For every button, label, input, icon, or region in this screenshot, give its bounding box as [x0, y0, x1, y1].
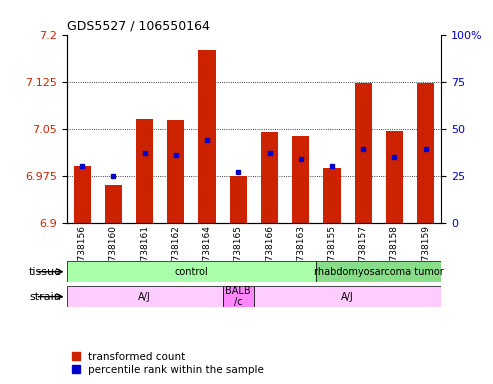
Bar	[354, 83, 372, 223]
Text: GDS5527 / 106550164: GDS5527 / 106550164	[67, 19, 210, 32]
Legend: transformed count, percentile rank within the sample: transformed count, percentile rank withi…	[72, 352, 264, 375]
Bar	[105, 185, 122, 223]
Bar	[261, 132, 278, 223]
Text: BALB
/c: BALB /c	[225, 286, 251, 308]
Bar	[292, 136, 309, 223]
Bar	[67, 261, 317, 282]
Text: A/J: A/J	[138, 291, 151, 302]
Bar	[230, 176, 247, 223]
Text: control: control	[175, 266, 209, 277]
Text: tissue: tissue	[29, 266, 62, 277]
Bar	[167, 121, 184, 223]
Bar	[254, 286, 441, 307]
Text: rhabdomyosarcoma tumor: rhabdomyosarcoma tumor	[314, 266, 444, 277]
Bar	[386, 131, 403, 223]
Bar	[73, 166, 91, 223]
Bar	[417, 83, 434, 223]
Bar	[223, 286, 254, 307]
Bar	[317, 261, 441, 282]
Bar	[136, 119, 153, 223]
Bar	[323, 167, 341, 223]
Text: strain: strain	[30, 291, 62, 302]
Text: A/J: A/J	[341, 291, 354, 302]
Bar	[67, 286, 223, 307]
Bar	[199, 50, 215, 223]
